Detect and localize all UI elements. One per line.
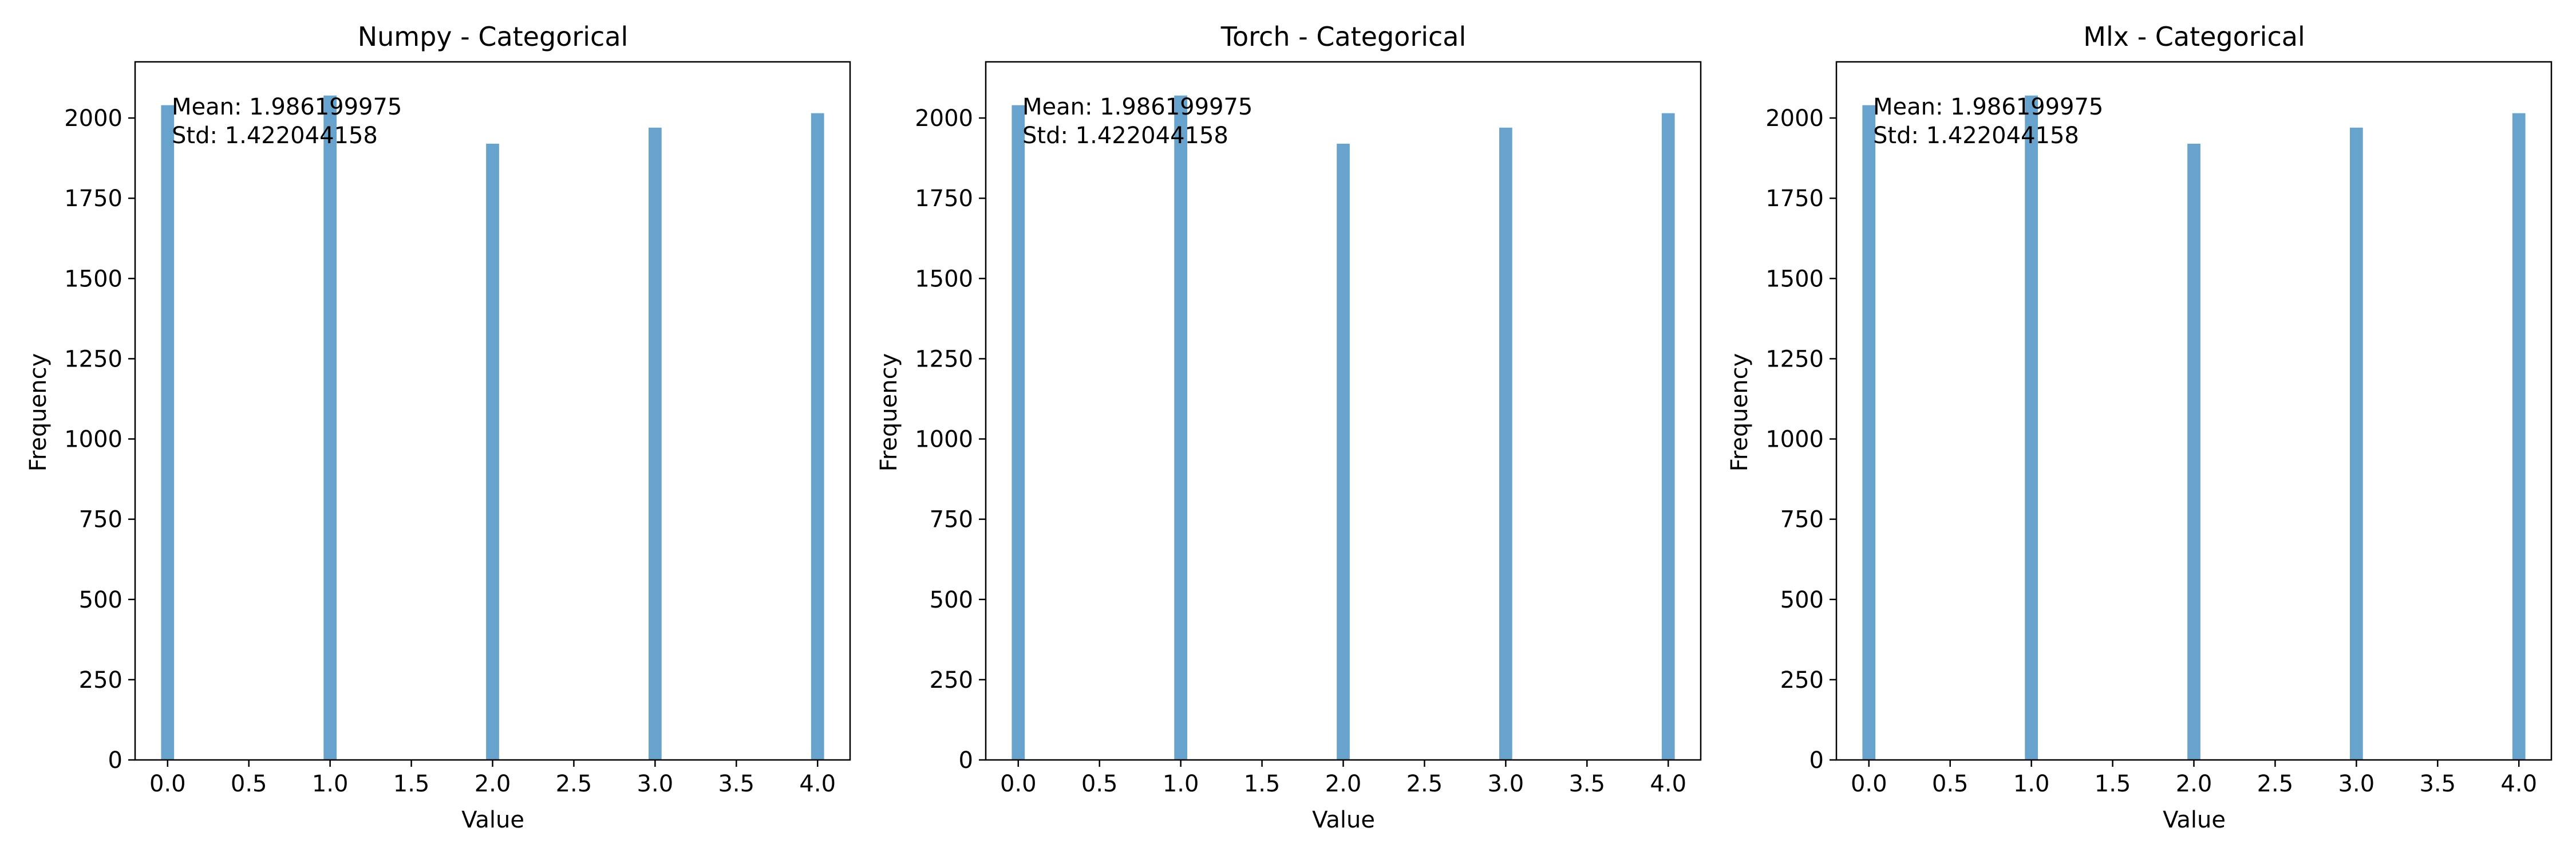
bar — [649, 127, 662, 760]
panel-title: Mlx - Categorical — [2083, 21, 2305, 52]
x-tick-label: 2.5 — [2257, 771, 2294, 797]
bar — [1661, 113, 1675, 760]
x-tick-label: 3.5 — [2419, 771, 2456, 797]
y-tick-label: 250 — [1780, 667, 1824, 693]
y-axis-label: Frequency — [1726, 353, 1753, 472]
plot-area: 0.0 0.5 1.0 1.5 2.0 2.5 3.0 3.5 4.0 0 250 500 750 100… — [1765, 61, 2553, 797]
y-tick-label: 2000 — [915, 105, 973, 132]
y-tick-label: 0 — [959, 747, 973, 774]
y-tick-label: 750 — [930, 507, 973, 533]
mean-annotation: Mean: 1.986199975 — [1022, 94, 1253, 120]
x-tick-label: 1.0 — [2013, 771, 2050, 797]
bar — [1012, 105, 1025, 760]
y-tick-label: 250 — [930, 667, 973, 693]
x-tick-label: 3.5 — [1568, 771, 1605, 797]
x-tick-label: 1.5 — [1244, 771, 1281, 797]
panel-torch: Torch - Categorical Frequency Value 0.0 0… — [876, 21, 1702, 833]
x-tick-label: 3.0 — [637, 771, 674, 797]
panel-mlx: Mlx - Categorical Frequency Value 0.0 0.5… — [1726, 21, 2553, 833]
y-axis-label: Frequency — [876, 353, 902, 472]
x-tick-label: 2.0 — [2176, 771, 2212, 797]
x-tick-label: 4.0 — [1650, 771, 1686, 797]
x-tick-label: 3.5 — [718, 771, 754, 797]
x-tick-label: 3.0 — [2338, 771, 2375, 797]
x-tick-label: 2.5 — [1406, 771, 1443, 797]
x-axis-label: Value — [2163, 807, 2226, 833]
panel-title: Torch - Categorical — [1220, 21, 1467, 52]
std-annotation: Std: 1.422044158 — [1022, 123, 1228, 149]
bar — [1337, 143, 1350, 760]
x-tick-label: 0.0 — [149, 771, 186, 797]
x-tick-label: 1.0 — [312, 771, 349, 797]
y-tick-label: 500 — [79, 587, 123, 613]
y-tick-label: 1250 — [1765, 346, 1824, 372]
bar — [1499, 127, 1512, 760]
y-axis-label: Frequency — [25, 353, 52, 472]
y-tick-label: 1750 — [915, 186, 973, 212]
y-tick-label: 1000 — [1765, 427, 1824, 453]
y-tick-label: 1250 — [915, 346, 973, 372]
y-tick-label: 2000 — [1765, 105, 1824, 132]
y-tick-label: 1750 — [64, 186, 123, 212]
y-tick-label: 0 — [108, 747, 123, 774]
x-tick-label: 2.5 — [556, 771, 592, 797]
x-axis-label: Value — [461, 807, 524, 833]
y-tick-label: 500 — [930, 587, 973, 613]
y-tick-label: 0 — [1809, 747, 1824, 774]
plot-area: 0.0 0.5 1.0 1.5 2.0 2.5 3.0 3.5 4.0 0 250 500 750 100… — [915, 61, 1702, 797]
std-annotation: Std: 1.422044158 — [172, 123, 378, 149]
bar — [2512, 113, 2526, 760]
x-tick-label: 0.5 — [1932, 771, 1969, 797]
bar — [1862, 105, 1876, 760]
plot-area: 0.0 0.5 1.0 1.5 2.0 2.5 3.0 3.5 4.0 0 250 500 750 100… — [64, 61, 851, 797]
x-tick-label: 4.0 — [2500, 771, 2537, 797]
x-axis-label: Value — [1312, 807, 1375, 833]
mean-annotation: Mean: 1.986199975 — [172, 94, 402, 120]
x-tick-label: 0.0 — [1000, 771, 1037, 797]
x-tick-label: 4.0 — [799, 771, 836, 797]
y-tick-label: 1250 — [64, 346, 123, 372]
x-tick-label: 1.5 — [2095, 771, 2131, 797]
x-tick-label: 3.0 — [1488, 771, 1524, 797]
y-tick-label: 250 — [79, 667, 123, 693]
x-tick-label: 0.5 — [231, 771, 267, 797]
y-tick-label: 750 — [79, 507, 123, 533]
bar — [2350, 127, 2363, 760]
x-tick-label: 0.5 — [1081, 771, 1118, 797]
panel-title: Numpy - Categorical — [358, 21, 629, 52]
bar — [2187, 143, 2200, 760]
y-tick-label: 1750 — [1765, 186, 1824, 212]
bar — [323, 95, 337, 761]
y-tick-label: 500 — [1780, 587, 1824, 613]
y-tick-label: 1000 — [64, 427, 123, 453]
bar — [811, 113, 824, 760]
bar — [2025, 95, 2038, 761]
mean-annotation: Mean: 1.986199975 — [1873, 94, 2103, 120]
x-tick-label: 1.0 — [1163, 771, 1199, 797]
x-tick-label: 0.0 — [1851, 771, 1887, 797]
panel-numpy: Numpy - Categorical Frequency Value 0.0 0… — [25, 21, 851, 833]
y-tick-label: 1500 — [64, 266, 123, 292]
y-tick-label: 1500 — [915, 266, 973, 292]
std-annotation: Std: 1.422044158 — [1873, 123, 2079, 149]
bar — [1174, 95, 1187, 761]
bar — [161, 105, 175, 760]
y-tick-label: 2000 — [64, 105, 123, 132]
y-tick-label: 1000 — [915, 427, 973, 453]
x-tick-label: 2.0 — [475, 771, 511, 797]
y-tick-label: 750 — [1780, 507, 1824, 533]
y-tick-label: 1500 — [1765, 266, 1824, 292]
x-tick-label: 1.5 — [393, 771, 430, 797]
bar — [486, 143, 499, 760]
x-tick-label: 2.0 — [1325, 771, 1362, 797]
